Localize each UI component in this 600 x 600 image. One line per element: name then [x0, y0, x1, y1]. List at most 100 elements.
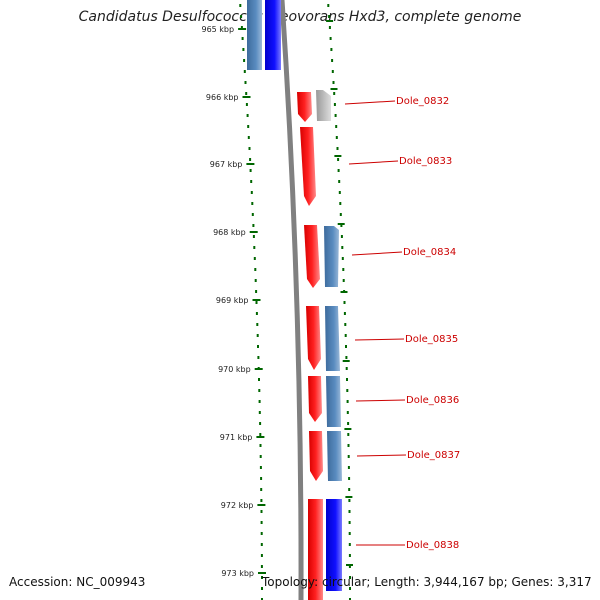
- gene-label[interactable]: Dole_0834: [403, 247, 456, 258]
- gene-arrow-steel-0834[interactable]: [324, 226, 339, 287]
- scale-tick: [337, 223, 345, 225]
- guide-dot: [348, 499, 351, 502]
- gene-features: [247, 0, 342, 600]
- gene-labels: Dole_0832 Dole_0833 Dole_0834 Dole_0835 …: [396, 96, 460, 551]
- guide-dot: [261, 598, 263, 600]
- guide-dot: [258, 389, 261, 392]
- gene-feature-top-steel[interactable]: [247, 0, 262, 70]
- guide-dot: [328, 26, 331, 29]
- gene-feature-blue-0838[interactable]: [326, 499, 342, 591]
- guide-dot: [261, 587, 263, 590]
- guide-dot: [343, 312, 346, 315]
- scale-tick: [254, 368, 263, 370]
- gene-arrow-red-0836[interactable]: [308, 376, 322, 422]
- gene-arrow-red-0833[interactable]: [300, 127, 316, 206]
- gene-arrow-steel-0836[interactable]: [326, 376, 341, 427]
- guide-dot: [333, 103, 336, 106]
- scale-tick: [330, 88, 338, 90]
- guide-dot: [249, 169, 252, 172]
- scale-tick: [242, 96, 251, 98]
- accession-label: Accession: NC_009943: [9, 575, 146, 589]
- guide-dot: [341, 246, 344, 249]
- scale-tick: [258, 572, 266, 574]
- guide-dot: [338, 180, 341, 183]
- guide-dot: [348, 521, 351, 524]
- guide-dot: [340, 235, 343, 238]
- guide-dot: [342, 279, 345, 282]
- scale-ticks: [238, 20, 353, 574]
- guide-dot: [334, 114, 337, 117]
- scale-label: 973 kbp: [221, 569, 254, 578]
- gene-label[interactable]: Dole_0838: [406, 540, 459, 551]
- guide-dot: [347, 422, 350, 425]
- guide-dot: [256, 334, 259, 337]
- guide-dot: [260, 543, 263, 546]
- guide-dot: [257, 345, 259, 348]
- guide-dot: [346, 378, 348, 381]
- guide-dot: [243, 59, 246, 62]
- gene-arrow-steel-0835[interactable]: [325, 306, 340, 371]
- guide-dot: [261, 576, 263, 579]
- guide-dot: [258, 400, 261, 403]
- scale-tick: [238, 28, 247, 30]
- scale-tick: [344, 428, 352, 430]
- guide-dot: [240, 26, 243, 29]
- guide-dot: [333, 92, 336, 95]
- guide-dot: [344, 334, 347, 337]
- guide-dot: [348, 488, 351, 491]
- guide-dot: [252, 235, 255, 238]
- guide-dot: [258, 411, 261, 414]
- guide-dot: [242, 48, 245, 51]
- scale-label: 971 kbp: [220, 433, 253, 442]
- gene-label[interactable]: Dole_0837: [407, 450, 460, 461]
- guide-dot: [332, 81, 335, 84]
- gene-label[interactable]: Dole_0835: [405, 334, 458, 345]
- guide-dot: [258, 378, 260, 381]
- gene-arrow-red-0834[interactable]: [304, 225, 320, 288]
- guide-dot: [254, 279, 257, 282]
- gene-arrow-red-0832[interactable]: [297, 92, 312, 122]
- guide-dot: [349, 576, 351, 579]
- scale-label: 968 kbp: [213, 228, 246, 237]
- guide-dot: [335, 125, 338, 128]
- gene-label[interactable]: Dole_0836: [406, 395, 459, 406]
- guide-dot: [253, 257, 256, 260]
- guide-dot: [256, 323, 259, 326]
- gene-arrow-steel-0837[interactable]: [327, 431, 342, 481]
- guide-dot: [344, 323, 347, 326]
- guide-dot: [255, 290, 258, 293]
- guide-dot: [253, 246, 256, 249]
- scale-label: 969 kbp: [216, 296, 249, 305]
- guide-dot: [260, 532, 263, 535]
- gene-feature-red-0838[interactable]: [308, 499, 323, 600]
- guide-dot: [249, 158, 252, 161]
- gene-arrow-red-0837[interactable]: [309, 431, 323, 481]
- scale-tick: [257, 504, 266, 506]
- guide-dot: [339, 213, 342, 216]
- guide-dot: [328, 15, 331, 18]
- guide-dot: [347, 444, 350, 447]
- guide-dot: [348, 543, 351, 546]
- guide-dot: [337, 158, 340, 161]
- scale-labels: 965 kbp 966 kbp 967 kbp 968 kbp 969 kbp 970 k…: [201, 25, 254, 578]
- guide-dot: [331, 59, 334, 62]
- guide-dot: [260, 565, 263, 568]
- guide-dot: [260, 554, 263, 557]
- guide-dot: [259, 466, 262, 469]
- gene-arrow-red-0835[interactable]: [306, 306, 321, 370]
- gene-feature-top-blue[interactable]: [265, 0, 281, 70]
- guide-dot: [260, 499, 263, 502]
- gene-label[interactable]: Dole_0833: [399, 156, 452, 167]
- guide-dot: [240, 15, 243, 18]
- guide-dot: [349, 587, 351, 590]
- gene-arrow-grey-0832[interactable]: [316, 90, 331, 121]
- guide-dot: [338, 191, 341, 194]
- gene-label[interactable]: Dole_0832: [396, 96, 449, 107]
- topology-label: Topology: circular; Length: 3,944,167 bp…: [262, 575, 592, 589]
- guide-dot: [331, 70, 334, 73]
- guide-dot: [247, 125, 250, 128]
- guide-dot: [347, 466, 350, 469]
- guide-dot: [345, 345, 347, 348]
- guide-dot: [248, 147, 251, 150]
- guide-dot: [247, 136, 250, 139]
